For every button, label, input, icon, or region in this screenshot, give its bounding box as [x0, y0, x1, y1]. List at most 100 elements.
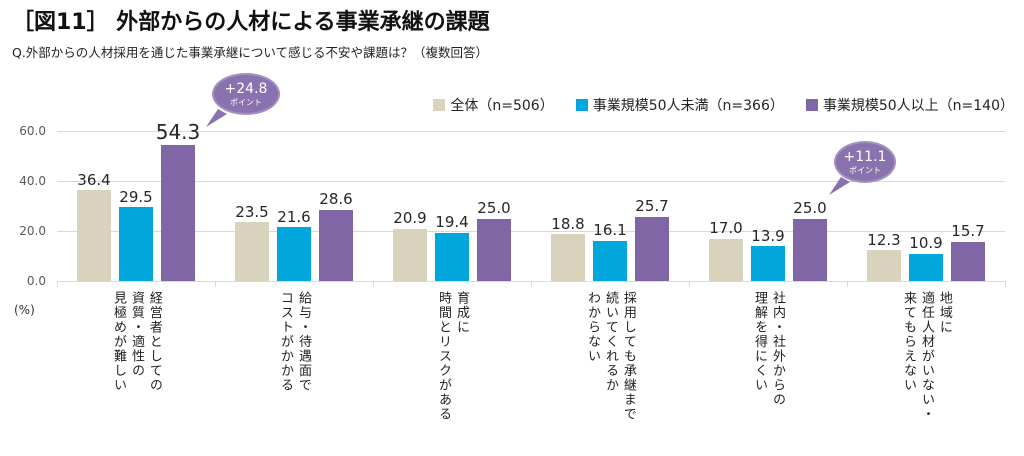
category: 育成に 時間とリスクがある [373, 291, 531, 422]
bar [593, 240, 627, 281]
axis-tick [689, 281, 690, 287]
bar-group: 23.5 21.6 28.6 [215, 131, 373, 281]
bar-column: 36.4 [77, 131, 111, 281]
value-label: 21.6 [277, 207, 311, 226]
value-label: 17.0 [709, 219, 743, 237]
value-label: 23.5 [235, 202, 269, 221]
axis-tick [1005, 281, 1006, 287]
bar-column: 17.0 [709, 131, 743, 281]
value-label: 25.0 [793, 199, 827, 217]
value-label: 54.3 [155, 120, 201, 145]
bar-column: 25.0 [793, 131, 827, 281]
bar [951, 241, 985, 281]
bar [793, 218, 827, 281]
bar-group: 17.0 13.9 25.0 [689, 131, 847, 281]
callout-unit: ポイント [849, 165, 881, 175]
value-label: 10.9 [909, 234, 943, 253]
y-axis-tick-label: 40.0 [19, 174, 46, 188]
bar-column: 23.5 [235, 131, 269, 281]
axis-tick [847, 281, 848, 287]
bar [551, 234, 585, 281]
bar-group: 36.4 29.5 54.3 [57, 121, 215, 281]
bar [319, 209, 353, 281]
axis-tick [531, 281, 532, 287]
y-axis-unit: (%) [14, 303, 35, 317]
callout-bubble-plus-24-8: +24.8 ポイント [206, 73, 280, 127]
bar-column: 10.9 [909, 131, 943, 281]
legend-swatch [575, 99, 588, 111]
category-axis: 経営者としての 資質・適性の 見極めが難しい 給与・待遇面で コストがかかる 育成に… [57, 291, 1005, 422]
value-label: 28.6 [319, 190, 353, 208]
bar-column: 13.9 [751, 131, 785, 281]
category: 給与・待遇面で コストがかかる [215, 291, 373, 422]
bar-group: 20.9 19.4 25.0 [373, 131, 531, 281]
bar-column: 54.3 [156, 121, 200, 281]
bar [77, 190, 111, 281]
value-label: 19.4 [435, 213, 469, 231]
bar [393, 228, 427, 281]
bar [751, 246, 785, 281]
survey-question: Q.外部からの人材採用を通じた事業承継について感じる不安や課題は？（複数回答） [12, 45, 488, 60]
bar-column: 19.4 [435, 131, 469, 281]
callout-bubble-plus-11-1: +11.1 ポイント [829, 141, 896, 195]
bar [867, 250, 901, 281]
callout-value: +11.1 [843, 148, 887, 165]
callout-tail-icon [206, 109, 227, 127]
bar-column: 21.6 [277, 131, 311, 281]
bar-group: 18.8 16.1 25.7 [531, 131, 689, 281]
value-label: 36.4 [77, 170, 111, 189]
axis-tick [57, 281, 58, 287]
category-label: 採用しても承継まで 続いてくれるか わからない [585, 291, 636, 422]
bar-column: 25.7 [635, 131, 669, 281]
bar-column: 20.9 [393, 131, 427, 281]
bar [435, 232, 469, 281]
callout-unit: ポイント [230, 97, 262, 107]
category: 経営者としての 資質・適性の 見極めが難しい [57, 291, 215, 422]
bar-column: 15.7 [951, 131, 985, 281]
legend-label: 全体（n=506） [450, 98, 554, 114]
callout-value: +24.8 [224, 80, 268, 97]
axis-tick [373, 281, 374, 287]
callout-tail-icon [829, 177, 850, 195]
bar-column: 25.0 [477, 131, 511, 281]
bar [119, 207, 153, 281]
bar [235, 222, 269, 281]
bar-column: 16.1 [593, 131, 627, 281]
category: 社内・社外からの 理解を得にくい [689, 291, 847, 422]
bar-column: 18.8 [551, 131, 585, 281]
gridline-60 [57, 131, 1005, 132]
category-label: 地域に 適任人材がいない・ 来てもらえない [901, 291, 952, 422]
bar-column: 29.5 [119, 131, 153, 281]
value-label: 15.7 [951, 222, 985, 241]
category-label: 社内・社外からの 理解を得にくい [752, 291, 785, 407]
bar-groups: 36.4 29.5 54.3 23.5 21.6 28.6 20.9 19.4 25.0 18.8… [57, 121, 1005, 281]
legend: 全体（n=506） 事業規模50人未満（n=366） 事業規模50人以上（n=140… [433, 95, 1014, 115]
bar-chart-plot-area: 36.4 29.5 54.3 23.5 21.6 28.6 20.9 19.4 25.0 18.8… [57, 121, 1006, 287]
bar [909, 253, 943, 281]
legend-swatch [433, 99, 446, 111]
category-label: 経営者としての 資質・適性の 見極めが難しい [111, 291, 162, 393]
legend-label: 事業規模50人以上（n=140） [822, 98, 1014, 114]
bar-group: 12.3 10.9 15.7 [847, 131, 1005, 281]
page-title: ［図11］ 外部からの人材による事業承継の課題 [12, 10, 490, 35]
y-axis-tick-label: 20.0 [19, 224, 46, 238]
value-label: 25.7 [635, 197, 669, 216]
legend-swatch [805, 99, 818, 111]
legend-item: 全体（n=506） [433, 95, 554, 115]
value-label: 18.8 [551, 214, 585, 233]
gridline-20 [57, 231, 1005, 232]
legend-label: 事業規模50人未満（n=366） [592, 98, 784, 114]
bar [277, 227, 311, 281]
y-axis: 60.0 40.0 20.0 0.0 [0, 124, 46, 288]
value-label: 29.5 [119, 187, 153, 206]
y-axis-tick-label: 60.0 [19, 124, 46, 138]
legend-item: 事業規模50人以上（n=140） [805, 95, 1014, 115]
bar [635, 216, 669, 281]
bar [477, 218, 511, 281]
y-axis-tick-label: 0.0 [26, 274, 46, 288]
axis-tick [215, 281, 216, 287]
category: 採用しても承継まで 続いてくれるか わからない [531, 291, 689, 422]
value-label: 12.3 [867, 230, 901, 249]
bar [161, 145, 195, 281]
gridline-40 [57, 181, 1005, 182]
